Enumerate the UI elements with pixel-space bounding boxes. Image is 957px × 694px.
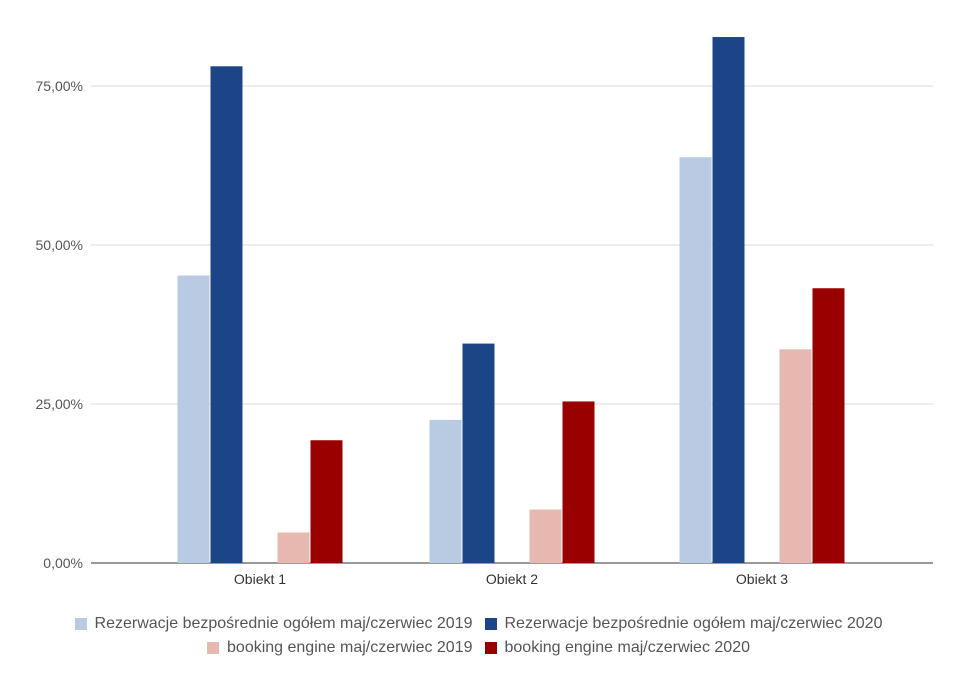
bar-3-1 — [277, 532, 310, 563]
y-tick-label: 75,00% — [36, 78, 83, 94]
y-tick-label: 0,00% — [43, 555, 83, 571]
legend-swatch-2 — [484, 618, 497, 630]
bar-4-1 — [310, 440, 343, 563]
legend: Rezerwacje bezpośrednie ogółem maj/czerw… — [0, 612, 957, 660]
legend-item-1: Rezerwacje bezpośrednie ogółem maj/czerw… — [74, 615, 473, 633]
bar-1-3 — [679, 157, 712, 563]
bars — [177, 37, 845, 563]
bar-2-1 — [210, 66, 243, 563]
legend-label-1: Rezerwacje bezpośrednie ogółem maj/czerw… — [94, 615, 473, 632]
legend-row-1: Rezerwacje bezpośrednie ogółem maj/czerw… — [0, 612, 957, 636]
chart: 0,00% 25,00% 50,00% 75,00% Obiekt 1 Obiekt 2… — [36, 37, 933, 587]
legend-row-2: booking engine maj/czerwiec 2019 booking… — [0, 636, 957, 660]
legend-label-4: booking engine maj/czerwiec 2020 — [504, 639, 750, 656]
x-axis-tick-labels: Obiekt 1 Obiekt 2 Obiekt 3 — [234, 571, 788, 587]
bar-3-2 — [529, 509, 562, 563]
y-tick-label: 50,00% — [36, 237, 83, 253]
legend-label-3: booking engine maj/czerwiec 2019 — [227, 639, 473, 656]
bar-2-2 — [462, 343, 495, 563]
x-tick-label: Obiekt 2 — [486, 571, 538, 587]
x-tick-label: Obiekt 1 — [234, 571, 286, 587]
legend-swatch-3 — [207, 642, 220, 654]
bar-2-3 — [712, 37, 745, 563]
y-axis-tick-labels: 0,00% 25,00% 50,00% 75,00% — [36, 78, 83, 571]
legend-swatch-1 — [74, 618, 87, 630]
x-tick-label: Obiekt 3 — [736, 571, 788, 587]
legend-swatch-4 — [484, 642, 497, 654]
legend-item-3: booking engine maj/czerwiec 2019 — [207, 639, 473, 657]
bar-4-3 — [812, 288, 845, 563]
bar-1-2 — [429, 419, 462, 563]
bar-1-1 — [177, 275, 210, 563]
y-tick-label: 25,00% — [36, 396, 83, 412]
bar-4-2 — [562, 401, 595, 563]
legend-item-4: booking engine maj/czerwiec 2020 — [484, 639, 750, 657]
legend-item-2: Rezerwacje bezpośrednie ogółem maj/czerw… — [484, 615, 883, 633]
legend-label-2: Rezerwacje bezpośrednie ogółem maj/czerw… — [504, 615, 883, 632]
bar-3-3 — [779, 349, 812, 563]
